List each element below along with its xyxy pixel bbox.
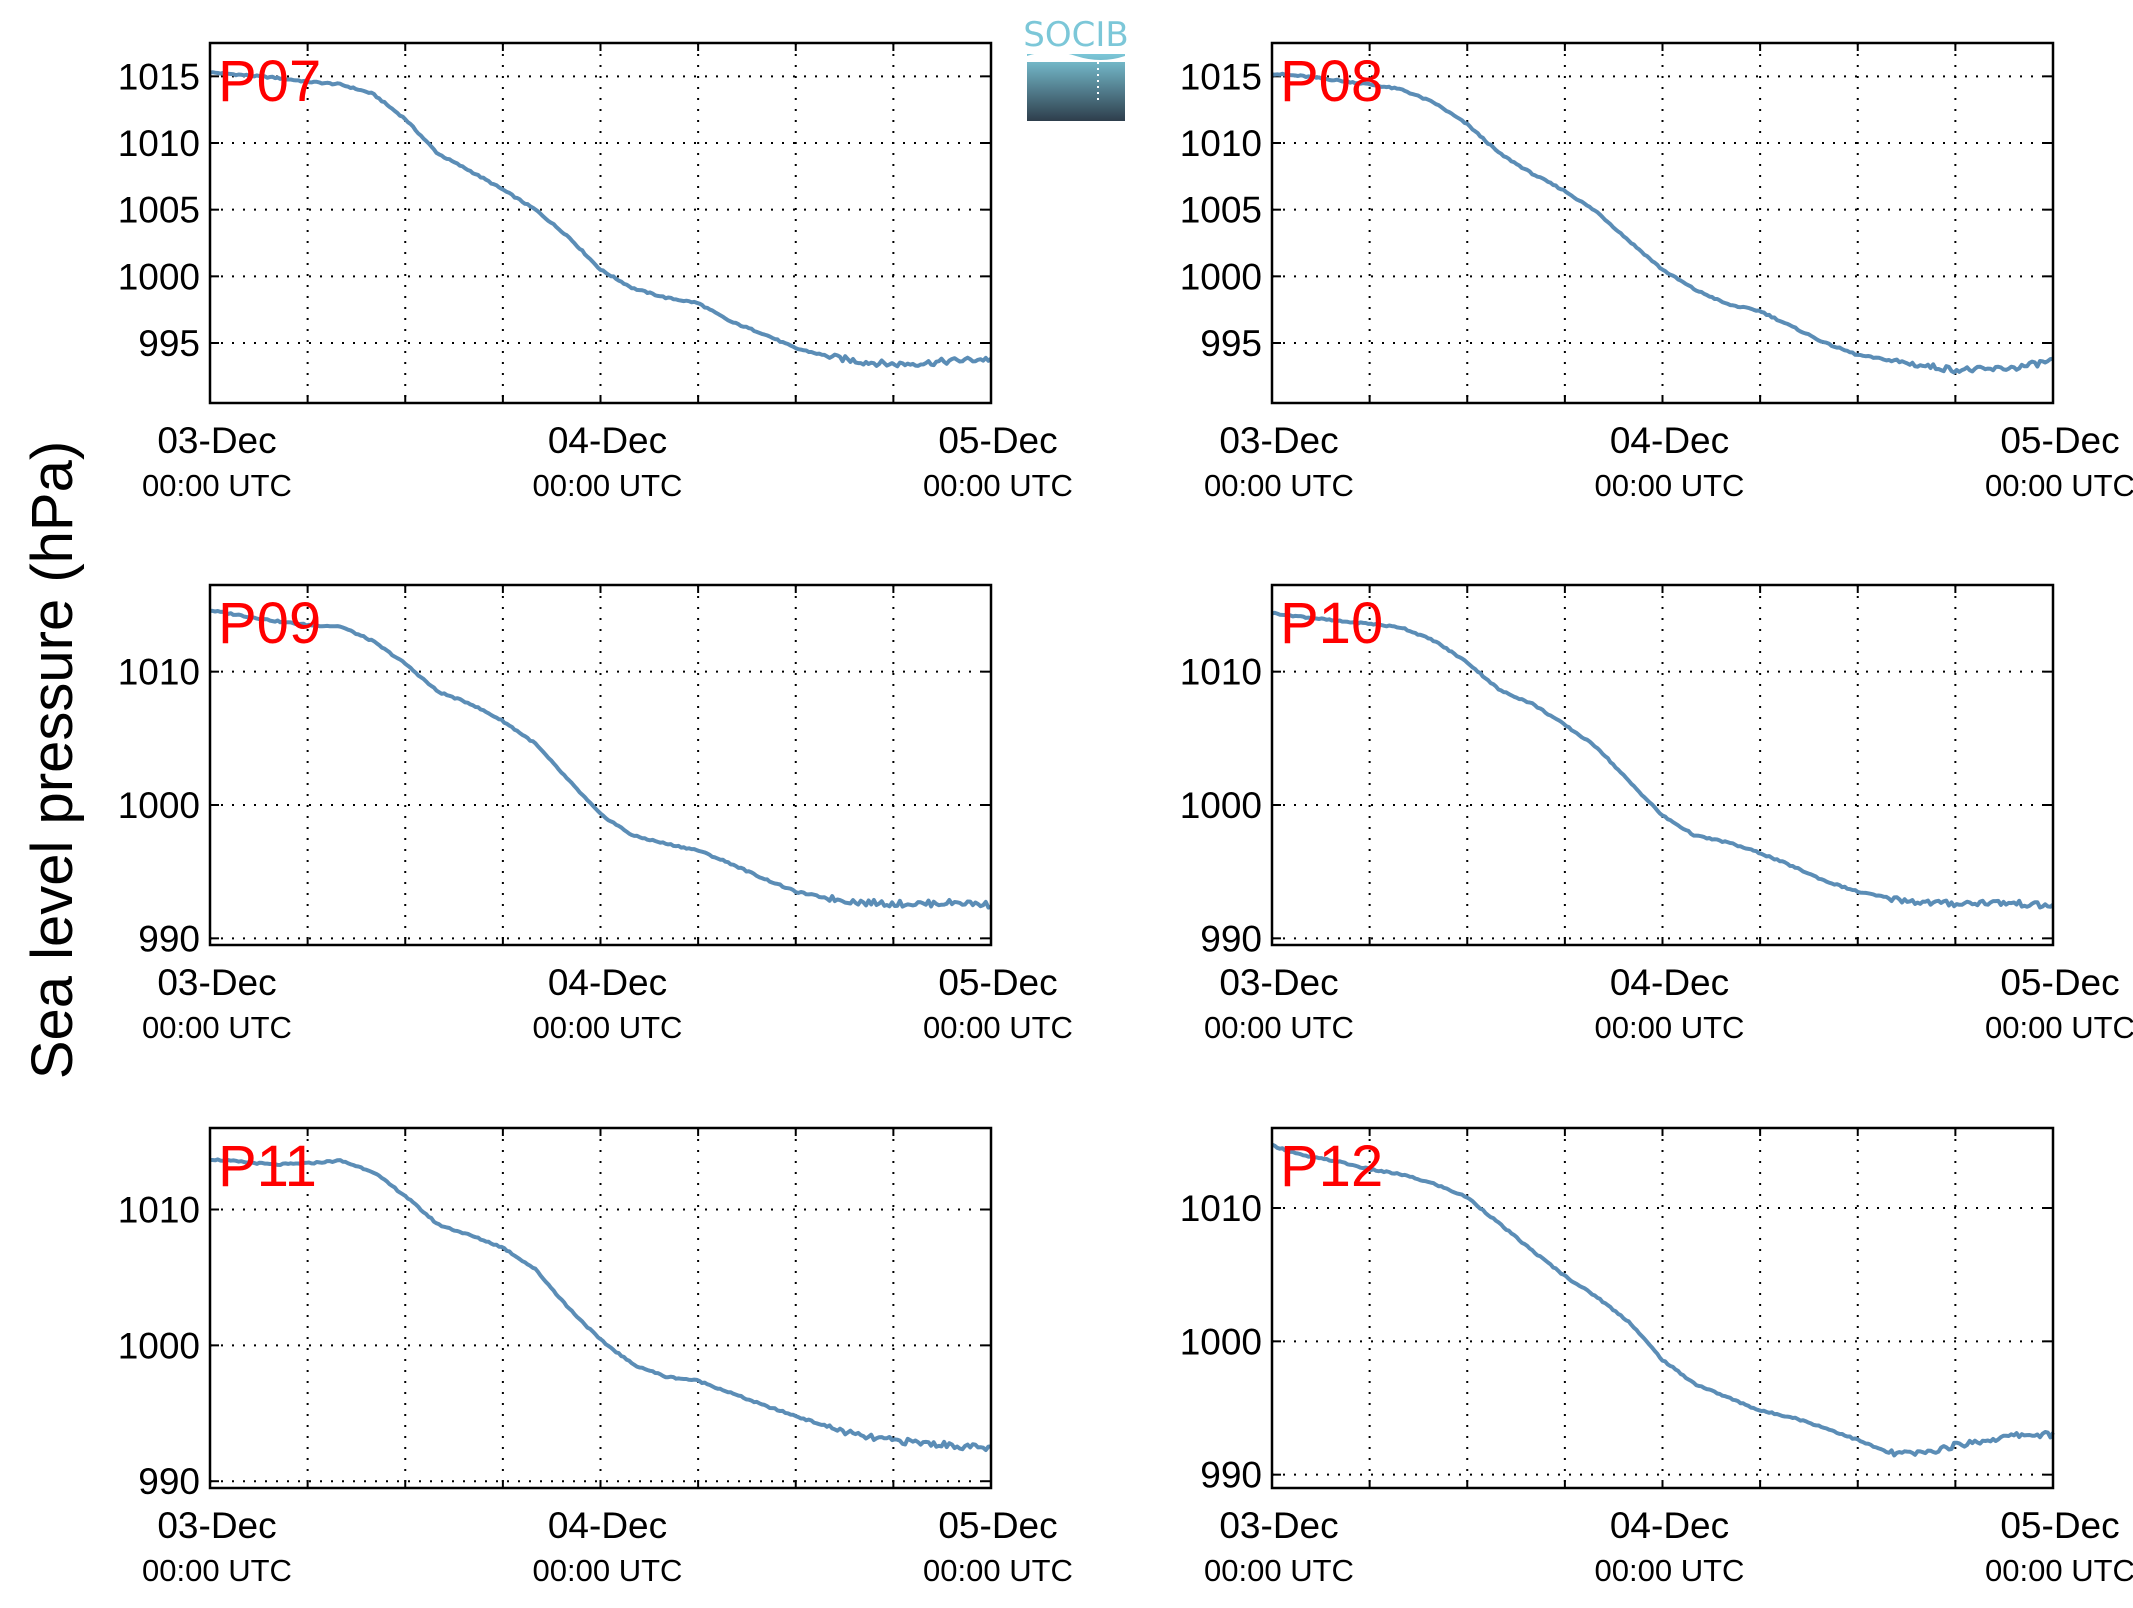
- x-tick-label: 05-Dec: [2000, 1505, 2119, 1546]
- y-tick-label: 1005: [1180, 190, 1262, 231]
- x-tick-label: 05-Dec: [938, 1505, 1057, 1546]
- x-tick-sublabel: 00:00 UTC: [1985, 468, 2133, 503]
- y-tick-label: 1010: [118, 123, 200, 164]
- x-tick-label: 03-Dec: [157, 1505, 276, 1546]
- y-tick-label: 1000: [1180, 785, 1262, 826]
- pressure-series-line: [210, 1157, 992, 1452]
- x-tick-sublabel: 00:00 UTC: [533, 468, 683, 503]
- x-tick-label: 03-Dec: [1219, 1505, 1338, 1546]
- y-tick-label: 1010: [1180, 123, 1262, 164]
- y-tick-label: 1015: [1180, 56, 1262, 97]
- station-label: P09: [218, 591, 321, 656]
- x-tick-sublabel: 00:00 UTC: [1204, 1553, 1354, 1588]
- y-tick-label: 990: [1200, 918, 1262, 959]
- y-axis-label: Sea level pressure (hPa): [20, 441, 85, 1079]
- pressure-series-line: [209, 70, 993, 369]
- y-tick-label: 1005: [118, 190, 200, 231]
- panels: 995 1000 1005 1010 1015 03-Dec 00:00 UTC 04-Dec…: [118, 41, 2133, 1588]
- x-tick-label: 05-Dec: [2000, 962, 2119, 1003]
- y-tick-label: 1000: [118, 785, 200, 826]
- x-tick-sublabel: 00:00 UTC: [533, 1010, 683, 1045]
- panel-p07: 995 1000 1005 1010 1015 03-Dec 00:00 UTC 04-Dec…: [118, 41, 1073, 503]
- axes-frame: [208, 41, 993, 405]
- y-tick-label: 1000: [1180, 256, 1262, 297]
- axes-frame: [208, 1126, 993, 1490]
- x-tick-sublabel: 00:00 UTC: [1204, 1010, 1354, 1045]
- pressure-series-line: [209, 608, 992, 910]
- x-tick-label: 04-Dec: [1610, 962, 1729, 1003]
- pressure-series-line: [1271, 1142, 2055, 1458]
- y-tick-label: 1010: [1180, 652, 1262, 693]
- y-tick-label: 1000: [118, 1325, 200, 1366]
- socib-logo: SOCIB: [1023, 15, 1129, 121]
- x-tick-sublabel: 00:00 UTC: [1985, 1010, 2133, 1045]
- axes-frame: [1270, 41, 2055, 405]
- y-tick-label: 1010: [118, 652, 200, 693]
- x-tick-label: 04-Dec: [1610, 1505, 1729, 1546]
- x-tick-label: 03-Dec: [1219, 420, 1338, 461]
- station-label: P08: [1280, 49, 1383, 114]
- y-tick-label: 990: [138, 918, 200, 959]
- x-tick-sublabel: 00:00 UTC: [923, 1010, 1073, 1045]
- station-label: P10: [1280, 591, 1383, 656]
- y-tick-label: 990: [138, 1461, 200, 1502]
- logo-text: SOCIB: [1023, 15, 1128, 55]
- panel-p12: 990 1000 1010 03-Dec 00:00 UTC 04-Dec 00:00 UT…: [1180, 1126, 2133, 1588]
- x-tick-sublabel: 00:00 UTC: [923, 468, 1073, 503]
- pressure-series-line: [1271, 71, 2054, 375]
- x-tick-sublabel: 00:00 UTC: [923, 1553, 1073, 1588]
- x-tick-sublabel: 00:00 UTC: [142, 468, 292, 503]
- x-tick-sublabel: 00:00 UTC: [1595, 468, 1745, 503]
- y-tick-label: 1000: [118, 256, 200, 297]
- x-tick-sublabel: 00:00 UTC: [1985, 1553, 2133, 1588]
- y-tick-label: 1010: [1180, 1188, 1262, 1229]
- axes-frame: [208, 583, 993, 947]
- station-label: P12: [1280, 1134, 1383, 1199]
- panel-p09: 990 1000 1010 03-Dec 00:00 UTC 04-Dec 00:00 UT…: [118, 583, 1073, 1045]
- x-tick-label: 04-Dec: [548, 420, 667, 461]
- x-tick-label: 03-Dec: [157, 962, 276, 1003]
- x-tick-sublabel: 00:00 UTC: [533, 1553, 683, 1588]
- y-tick-label: 1000: [1180, 1321, 1262, 1362]
- x-tick-sublabel: 00:00 UTC: [1595, 1553, 1745, 1588]
- x-tick-label: 03-Dec: [157, 420, 276, 461]
- panel-p11: 990 1000 1010 03-Dec 00:00 UTC 04-Dec 00:00 UT…: [118, 1126, 1073, 1588]
- x-tick-sublabel: 00:00 UTC: [1595, 1010, 1745, 1045]
- x-tick-sublabel: 00:00 UTC: [1204, 468, 1354, 503]
- y-tick-label: 1015: [118, 56, 200, 97]
- y-tick-label: 1010: [118, 1190, 200, 1231]
- x-tick-label: 04-Dec: [548, 1505, 667, 1546]
- station-label: P07: [218, 49, 321, 114]
- x-tick-label: 03-Dec: [1219, 962, 1338, 1003]
- x-tick-label: 05-Dec: [938, 962, 1057, 1003]
- panel-p10: 990 1000 1010 03-Dec 00:00 UTC 04-Dec 00:00 UT…: [1180, 583, 2133, 1045]
- station-label: P11: [218, 1134, 317, 1199]
- y-tick-label: 995: [138, 323, 200, 364]
- y-tick-label: 990: [1200, 1455, 1262, 1496]
- pressure-series-line: [1271, 610, 2055, 910]
- x-tick-sublabel: 00:00 UTC: [142, 1553, 292, 1588]
- y-tick-label: 995: [1200, 323, 1262, 364]
- x-tick-label: 05-Dec: [2000, 420, 2119, 461]
- x-tick-label: 04-Dec: [1610, 420, 1729, 461]
- axes-frame: [1270, 1126, 2055, 1490]
- panel-p08: 995 1000 1005 1010 1015 03-Dec 00:00 UTC 04-Dec…: [1180, 41, 2133, 503]
- x-tick-label: 05-Dec: [938, 420, 1057, 461]
- axes-frame: [1270, 583, 2055, 947]
- x-tick-label: 04-Dec: [548, 962, 667, 1003]
- logo-wave: [1027, 52, 1125, 62]
- x-tick-sublabel: 00:00 UTC: [142, 1010, 292, 1045]
- logo-box: [1027, 54, 1125, 121]
